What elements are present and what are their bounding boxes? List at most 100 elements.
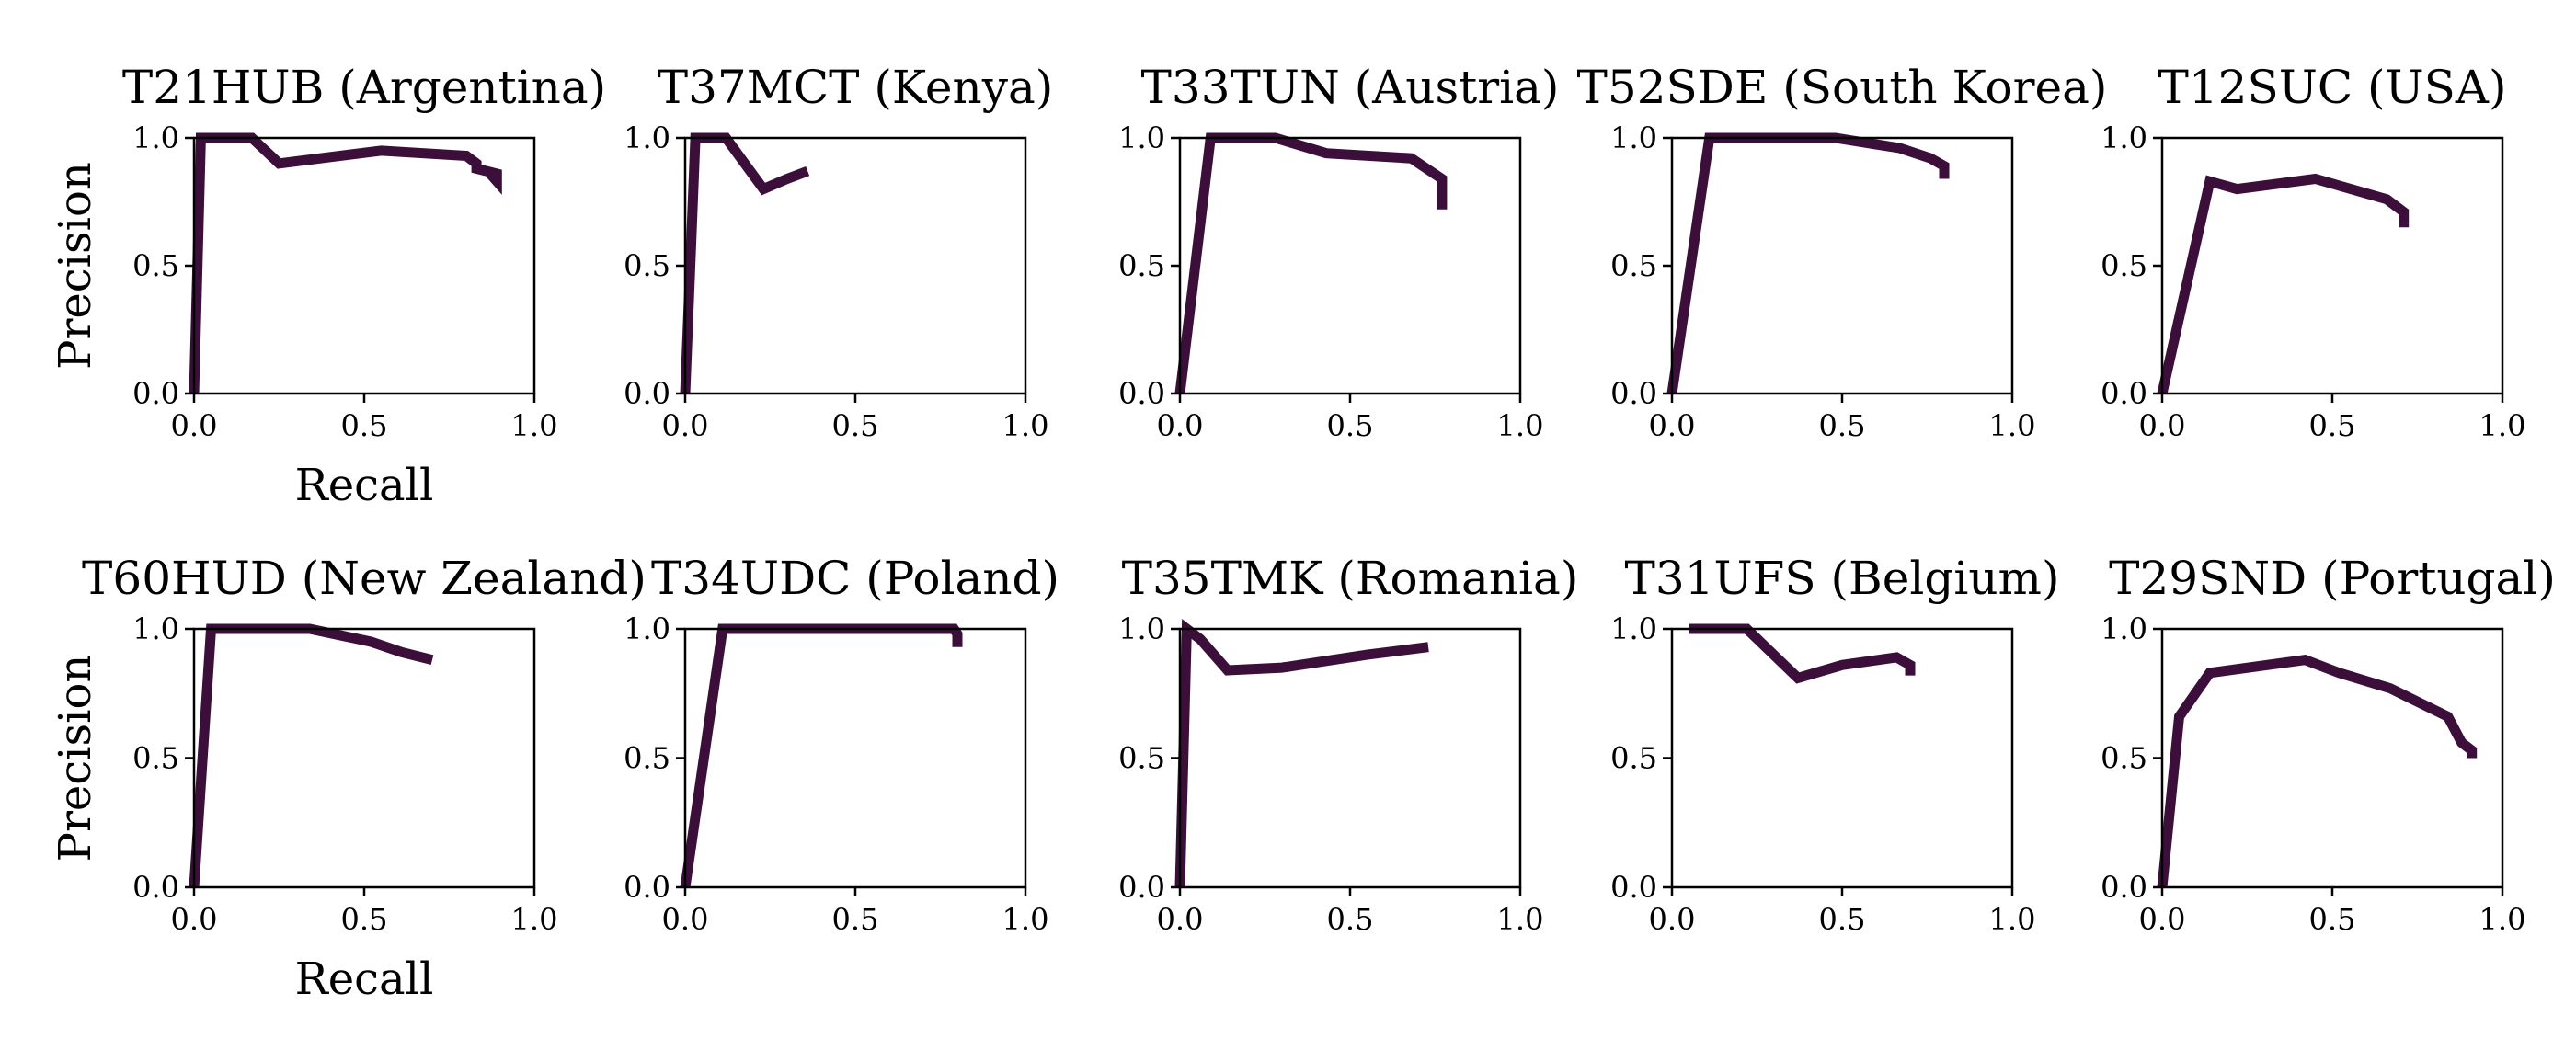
y-tick-label: 1.0 [132,611,179,646]
subplot-title: T33TUN (Austria) [1141,61,1560,114]
y-tick-label: 1.0 [1118,611,1165,646]
x-tick-label: 0.5 [832,902,879,937]
subplot-4: T52SDE (South Korea) 0.0 0.5 1.0 0.0 0.5 1.0 [1577,61,2108,443]
y-tick-label: 0.5 [1610,741,1657,776]
subplot-title: T34UDC (Poland) [651,552,1059,605]
y-tick-label: 1.0 [1610,611,1657,646]
x-tick-label: 1.0 [1497,408,1544,443]
x-axis-label: Recall [295,953,434,1005]
pr-curve-line [2157,655,2478,888]
y-tick-label: 0.0 [624,376,670,411]
plot-frame [1178,136,1522,395]
x-tick-label: 0.5 [1327,408,1374,443]
y-tick-label: 0.5 [132,741,179,776]
x-tick-label: 0.5 [2309,408,2356,443]
x-tick-label: 1.0 [511,408,558,443]
x-axis-label: Recall [295,460,434,511]
pr-curve-line [680,132,810,394]
subplot-title: T60HUD (New Zealand) [82,552,647,605]
y-tick-label: 1.0 [1118,120,1165,155]
x-tick-label: 0.0 [171,902,218,937]
subplot-9: T31UFS (Belgium) 0.0 0.5 1.0 0.0 0.5 1.0 [1610,552,2059,937]
subplot-5: T12SUC (USA) 0.0 0.5 1.0 0.0 0.5 1.0 [2101,61,2525,443]
subplot-title: T37MCT (Kenya) [658,61,1054,114]
plot-frame [192,136,536,395]
x-tick-label: 0.0 [1649,902,1696,937]
x-tick-label: 0.0 [171,408,218,443]
y-axis-label: Precision [50,655,101,862]
x-tick-label: 0.5 [1819,902,1866,937]
x-tick-label: 0.0 [1157,902,1204,937]
x-tick-label: 1.0 [511,902,558,937]
y-tick-label: 0.5 [2101,741,2147,776]
y-tick-label: 0.5 [132,248,179,283]
y-tick-label: 0.0 [1118,870,1165,905]
y-tick-label: 0.0 [132,870,179,905]
x-tick-label: 1.0 [2479,408,2526,443]
subplot-title: T29SND (Portugal) [2109,552,2556,605]
pr-curve-line [1174,132,1448,394]
plot-frame [1670,136,2014,395]
subplot-title: T21HUB (Argentina) [122,61,606,114]
y-tick-label: 0.0 [624,870,670,905]
y-tick-label: 1.0 [2101,611,2147,646]
x-tick-label: 0.5 [341,902,388,937]
y-tick-label: 1.0 [132,120,179,155]
x-tick-label: 1.0 [1497,902,1544,937]
y-tick-label: 0.5 [624,741,670,776]
x-tick-label: 0.5 [2309,902,2356,937]
pr-curve-line [1666,132,1950,394]
y-tick-label: 0.0 [132,376,179,411]
x-tick-label: 0.0 [2139,902,2186,937]
plot-frame [683,136,1027,395]
subplot-title: T35TMK (Romania) [1122,552,1579,605]
pr-curve-line [1174,619,1429,888]
subplot-2: T37MCT (Kenya) 0.0 0.5 1.0 0.0 0.5 1.0 [624,61,1053,443]
y-tick-label: 1.0 [1610,120,1657,155]
x-tick-label: 0.5 [832,408,879,443]
subplot-title: T31UFS (Belgium) [1625,552,2060,605]
pr-curve-line [189,132,502,394]
y-tick-label: 0.0 [1118,376,1165,411]
x-tick-label: 0.0 [2139,408,2186,443]
subplot-6: T60HUD (New Zealand) 0.0 0.5 1.0 0.0 0.5 1.0 Re… [50,552,647,1005]
x-tick-label: 0.0 [662,902,709,937]
x-tick-label: 1.0 [1989,902,2036,937]
x-tick-label: 0.0 [1649,408,1696,443]
y-tick-label: 1.0 [2101,120,2147,155]
y-tick-label: 0.5 [1118,741,1165,776]
x-tick-label: 1.0 [1989,408,2036,443]
subplot-3: T33TUN (Austria) 0.0 0.5 1.0 0.0 0.5 1.0 [1118,61,1559,443]
plot-frame [683,627,1027,889]
x-tick-label: 0.5 [1327,902,1374,937]
x-tick-label: 1.0 [1002,902,1049,937]
x-tick-label: 1.0 [2479,902,2526,937]
y-axis-label: Precision [50,162,101,370]
subplot-1: T21HUB (Argentina) 0.0 0.5 1.0 0.0 0.5 1.0 Reca… [50,61,606,511]
x-tick-label: 0.5 [341,408,388,443]
y-tick-label: 0.0 [1610,376,1657,411]
y-tick-label: 0.0 [2101,870,2147,905]
y-tick-label: 0.5 [624,248,670,283]
x-tick-label: 0.5 [1819,408,1866,443]
y-tick-label: 1.0 [624,611,670,646]
subplot-10: T29SND (Portugal) 0.0 0.5 1.0 0.0 0.5 1.0 [2101,552,2556,937]
pr-curve-line [2157,173,2410,395]
pr-curve-line [1689,623,1916,684]
y-tick-label: 0.0 [1610,870,1657,905]
y-tick-label: 0.5 [1118,248,1165,283]
y-tick-label: 0.0 [2101,376,2147,411]
plot-frame [192,627,536,889]
subplot-7: T34UDC (Poland) 0.0 0.5 1.0 0.0 0.5 1.0 [624,552,1059,937]
pr-curve-line [189,623,434,888]
subplot-title: T12SUC (USA) [2158,61,2506,114]
y-tick-label: 0.5 [1610,248,1657,283]
plot-frame [2160,136,2504,395]
subplot-8: T35TMK (Romania) 0.0 0.5 1.0 0.0 0.5 1.0 [1118,552,1578,937]
pr-curve-line [680,623,963,888]
y-tick-label: 1.0 [624,120,670,155]
x-tick-label: 1.0 [1002,408,1049,443]
subplot-title: T52SDE (South Korea) [1577,61,2108,114]
x-tick-label: 0.0 [1157,408,1204,443]
